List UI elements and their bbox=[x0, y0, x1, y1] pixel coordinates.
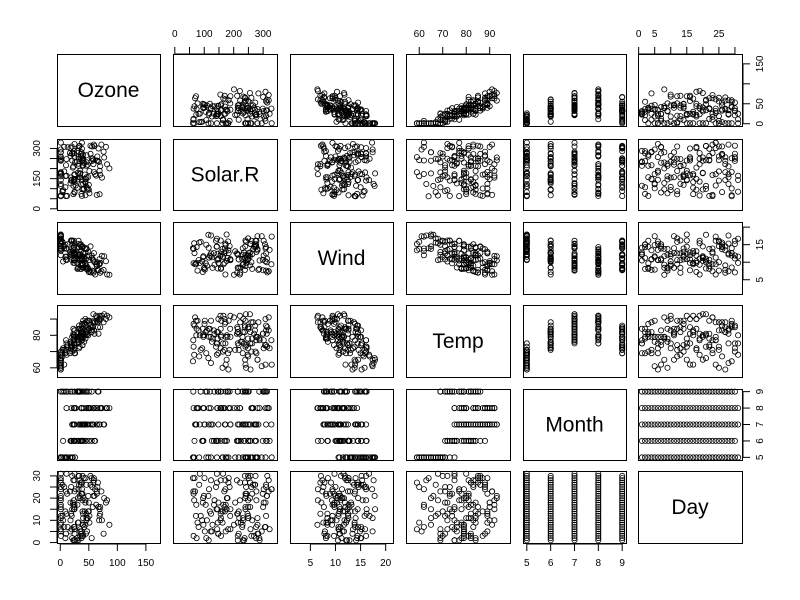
scatter-panel-solar-r-vs-ozone bbox=[57, 139, 161, 211]
tick-label: 80 bbox=[32, 329, 43, 341]
scatter-panel-ozone-vs-day bbox=[638, 54, 743, 127]
variable-label: Month bbox=[545, 414, 603, 437]
tick-label: 5 bbox=[308, 558, 314, 569]
left-axis-solar-r: 0 150 300 bbox=[32, 140, 58, 212]
tick-label: 5 bbox=[755, 454, 766, 460]
top-axis-day: 0 5 15 25 bbox=[636, 29, 736, 55]
diagonal-panel-ozone: Ozone bbox=[57, 54, 161, 127]
scatter-panel-day-vs-temp bbox=[406, 470, 511, 544]
top-axis-solar-r: 0 100 200 300 bbox=[172, 29, 272, 55]
tick-label: 100 bbox=[196, 29, 213, 40]
right-axis-ozone: 0 50 150 bbox=[742, 55, 766, 127]
tick-label: 20 bbox=[32, 492, 43, 504]
scatter-panel-day-vs-month bbox=[523, 470, 627, 544]
tick-label: 25 bbox=[713, 29, 725, 40]
tick-label: 50 bbox=[755, 98, 766, 110]
tick-label: 10 bbox=[330, 558, 342, 569]
tick-label: 300 bbox=[32, 140, 43, 157]
scatter-panel-month-vs-temp bbox=[406, 388, 511, 461]
tick-label: 20 bbox=[380, 558, 392, 569]
variable-label: Ozone bbox=[78, 79, 140, 102]
scatter-panel-wind-vs-temp bbox=[406, 222, 511, 295]
bottom-axis-month: 5 6 7 8 9 bbox=[524, 543, 625, 569]
scatter-panel-day-vs-ozone bbox=[57, 470, 161, 544]
tick-label: 7 bbox=[755, 421, 766, 427]
tick-label: 80 bbox=[461, 29, 473, 40]
tick-label: 6 bbox=[755, 438, 766, 444]
scatter-panel-wind-vs-day bbox=[638, 222, 743, 295]
tick-label: 8 bbox=[596, 558, 602, 569]
tick-label: 15 bbox=[755, 239, 766, 251]
scatter-panel-day-vs-solar-r bbox=[173, 470, 278, 544]
tick-label: 9 bbox=[755, 388, 766, 394]
tick-label: 8 bbox=[755, 405, 766, 411]
scatter-panel-month-vs-day bbox=[638, 388, 743, 461]
tick-label: 6 bbox=[548, 558, 554, 569]
tick-label: 150 bbox=[32, 170, 43, 187]
tick-label: 15 bbox=[681, 29, 693, 40]
tick-label: 150 bbox=[755, 55, 766, 72]
diagonal-panel-solar-r: Solar.R bbox=[173, 139, 278, 211]
tick-label: 60 bbox=[32, 362, 43, 374]
variable-label: Solar.R bbox=[191, 164, 260, 187]
top-axis-temp: 60 70 80 90 bbox=[414, 29, 496, 55]
tick-label: 50 bbox=[83, 558, 95, 569]
scatter-panel-temp-vs-day bbox=[638, 305, 743, 378]
tick-label: 30 bbox=[32, 470, 43, 482]
scatter-panel-wind-vs-solar-r bbox=[173, 222, 278, 295]
tick-label: 200 bbox=[225, 29, 242, 40]
diagonal-panel-wind: Wind bbox=[290, 222, 394, 295]
diagonal-panel-temp: Temp bbox=[406, 305, 511, 378]
scatter-panel-ozone-vs-month bbox=[523, 54, 627, 127]
tick-label: 60 bbox=[414, 29, 426, 40]
scatter-panel-solar-r-vs-month bbox=[523, 139, 627, 211]
right-axis-wind: 5 15 bbox=[742, 226, 766, 283]
scatter-panel-solar-r-vs-temp bbox=[406, 139, 511, 211]
scatter-panel-month-vs-solar-r bbox=[173, 388, 278, 461]
left-axis-day: 0 10 20 30 bbox=[32, 470, 58, 545]
tick-label: 300 bbox=[255, 29, 272, 40]
variable-label: Wind bbox=[318, 247, 366, 270]
tick-label: 0 bbox=[636, 29, 642, 40]
variable-label: Temp bbox=[432, 330, 483, 353]
scatter-panel-wind-vs-ozone bbox=[57, 222, 161, 295]
scatter-panel-ozone-vs-wind bbox=[290, 54, 394, 127]
tick-label: 9 bbox=[619, 558, 625, 569]
tick-label: 0 bbox=[57, 558, 63, 569]
tick-label: 70 bbox=[437, 29, 449, 40]
right-axis-month: 5 6 7 8 9 bbox=[742, 388, 766, 460]
tick-label: 0 bbox=[755, 121, 766, 127]
tick-label: 0 bbox=[32, 539, 43, 545]
tick-label: 5 bbox=[755, 277, 766, 283]
scatter-panel-wind-vs-month bbox=[523, 222, 627, 295]
tick-label: 15 bbox=[355, 558, 367, 569]
diagonal-panel-day: Day bbox=[638, 471, 743, 544]
scatter-panel-temp-vs-month bbox=[523, 305, 627, 378]
tick-label: 10 bbox=[32, 514, 43, 526]
scatter-panel-temp-vs-solar-r bbox=[173, 305, 278, 378]
scatter-panel-month-vs-wind bbox=[290, 388, 394, 461]
scatter-panel-solar-r-vs-wind bbox=[290, 139, 394, 211]
bottom-axis-ozone: 0 50 100 150 bbox=[57, 543, 155, 569]
scatter-panel-temp-vs-wind bbox=[290, 305, 394, 378]
scatter-panel-month-vs-ozone bbox=[57, 388, 161, 461]
tick-label: 0 bbox=[172, 29, 178, 40]
tick-label: 7 bbox=[572, 558, 578, 569]
scatter-panel-solar-r-vs-day bbox=[638, 139, 743, 211]
left-axis-temp: 60 80 bbox=[32, 318, 58, 374]
tick-label: 90 bbox=[484, 29, 496, 40]
scatter-panel-ozone-vs-solar-r bbox=[173, 54, 278, 127]
bottom-axis-wind: 5 10 15 20 bbox=[308, 543, 392, 569]
diagonal-panel-month: Month bbox=[523, 389, 627, 461]
tick-label: 0 bbox=[32, 206, 43, 212]
tick-label: 5 bbox=[652, 29, 658, 40]
scatter-panel-ozone-vs-temp bbox=[406, 54, 511, 127]
scatter-panel-temp-vs-ozone bbox=[57, 305, 161, 378]
tick-label: 150 bbox=[138, 558, 155, 569]
variable-label: Day bbox=[671, 496, 709, 519]
tick-label: 100 bbox=[109, 558, 126, 569]
tick-label: 5 bbox=[524, 558, 530, 569]
scatter-panel-day-vs-wind bbox=[290, 470, 394, 544]
